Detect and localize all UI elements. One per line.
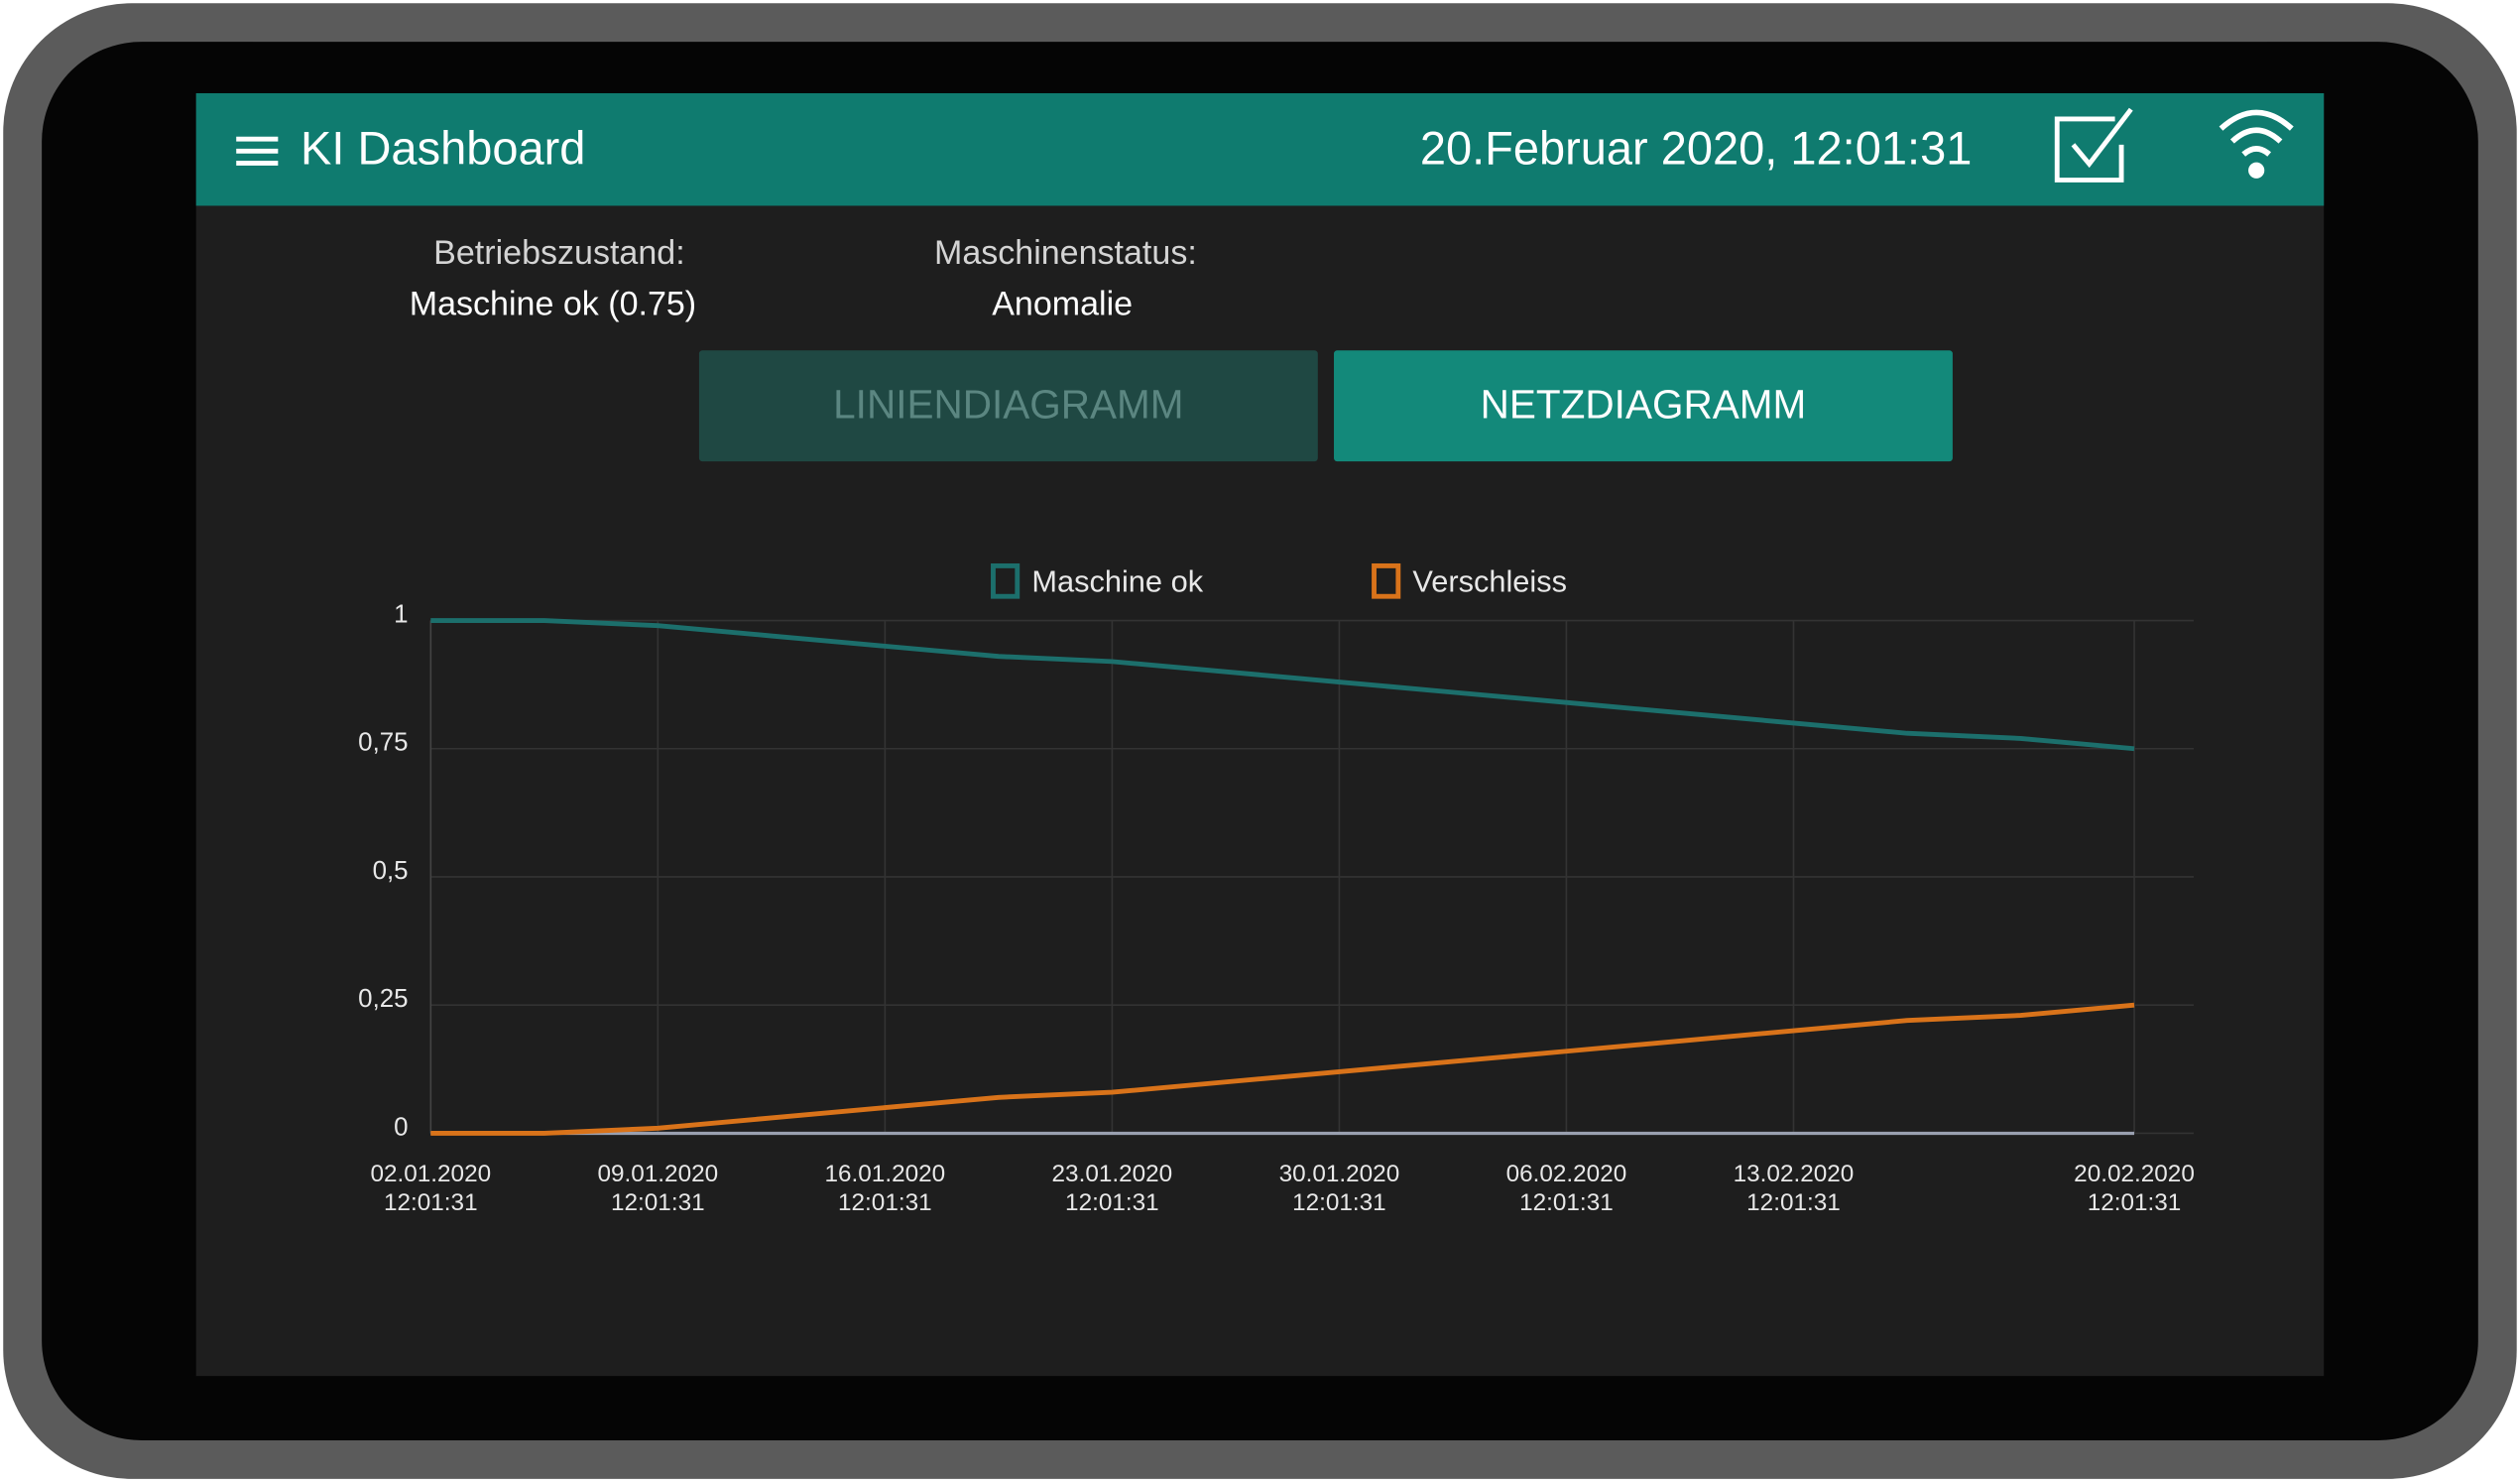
y-tick-label: 0,5 bbox=[373, 857, 409, 885]
x-tick-label: 02.01.2020 12:01:31 bbox=[370, 1161, 492, 1217]
wifi-icon[interactable] bbox=[2215, 103, 2298, 184]
datetime: 20.Februar 2020, 12:01:31 bbox=[1419, 123, 1973, 176]
app-title: KI Dashboard bbox=[300, 123, 586, 176]
x-tick-label: 13.02.2020 12:01:31 bbox=[1733, 1161, 1855, 1217]
legend-marker bbox=[1372, 562, 1401, 599]
x-tick-label: 20.02.2020 12:01:31 bbox=[2074, 1161, 2195, 1217]
check-icon[interactable] bbox=[2051, 103, 2141, 186]
y-tick-label: 1 bbox=[394, 600, 408, 628]
status-value: Maschine ok (0.75) bbox=[409, 286, 697, 323]
x-tick-label: 16.01.2020 12:01:31 bbox=[824, 1161, 946, 1217]
legend-label: Maschine ok bbox=[1031, 563, 1203, 598]
y-tick-label: 0 bbox=[394, 1113, 408, 1141]
menu-icon[interactable] bbox=[233, 132, 282, 171]
top-bar bbox=[195, 92, 2325, 206]
status-label: Betriebszustand: bbox=[433, 234, 685, 272]
series-line bbox=[430, 1002, 2135, 1136]
x-tick-label: 09.01.2020 12:01:31 bbox=[597, 1161, 719, 1217]
x-tick-label: 30.01.2020 12:01:31 bbox=[1278, 1161, 1400, 1217]
radar-chart-button[interactable]: NETZDIAGRAMM bbox=[1334, 350, 1953, 462]
status-value: Anomalie bbox=[992, 286, 1134, 323]
series-line bbox=[430, 618, 2135, 752]
x-tick-label: 23.01.2020 12:01:31 bbox=[1051, 1161, 1173, 1217]
status-label: Maschinenstatus: bbox=[933, 234, 1197, 272]
legend-label: Verschleiss bbox=[1412, 563, 1567, 598]
x-tick-label: 06.02.2020 12:01:31 bbox=[1505, 1161, 1627, 1217]
y-tick-label: 0,25 bbox=[358, 985, 408, 1013]
y-tick-label: 0,75 bbox=[358, 729, 408, 757]
legend-marker bbox=[991, 562, 1020, 599]
line-chart-button[interactable]: LINIENDIAGRAMM bbox=[698, 350, 1318, 462]
